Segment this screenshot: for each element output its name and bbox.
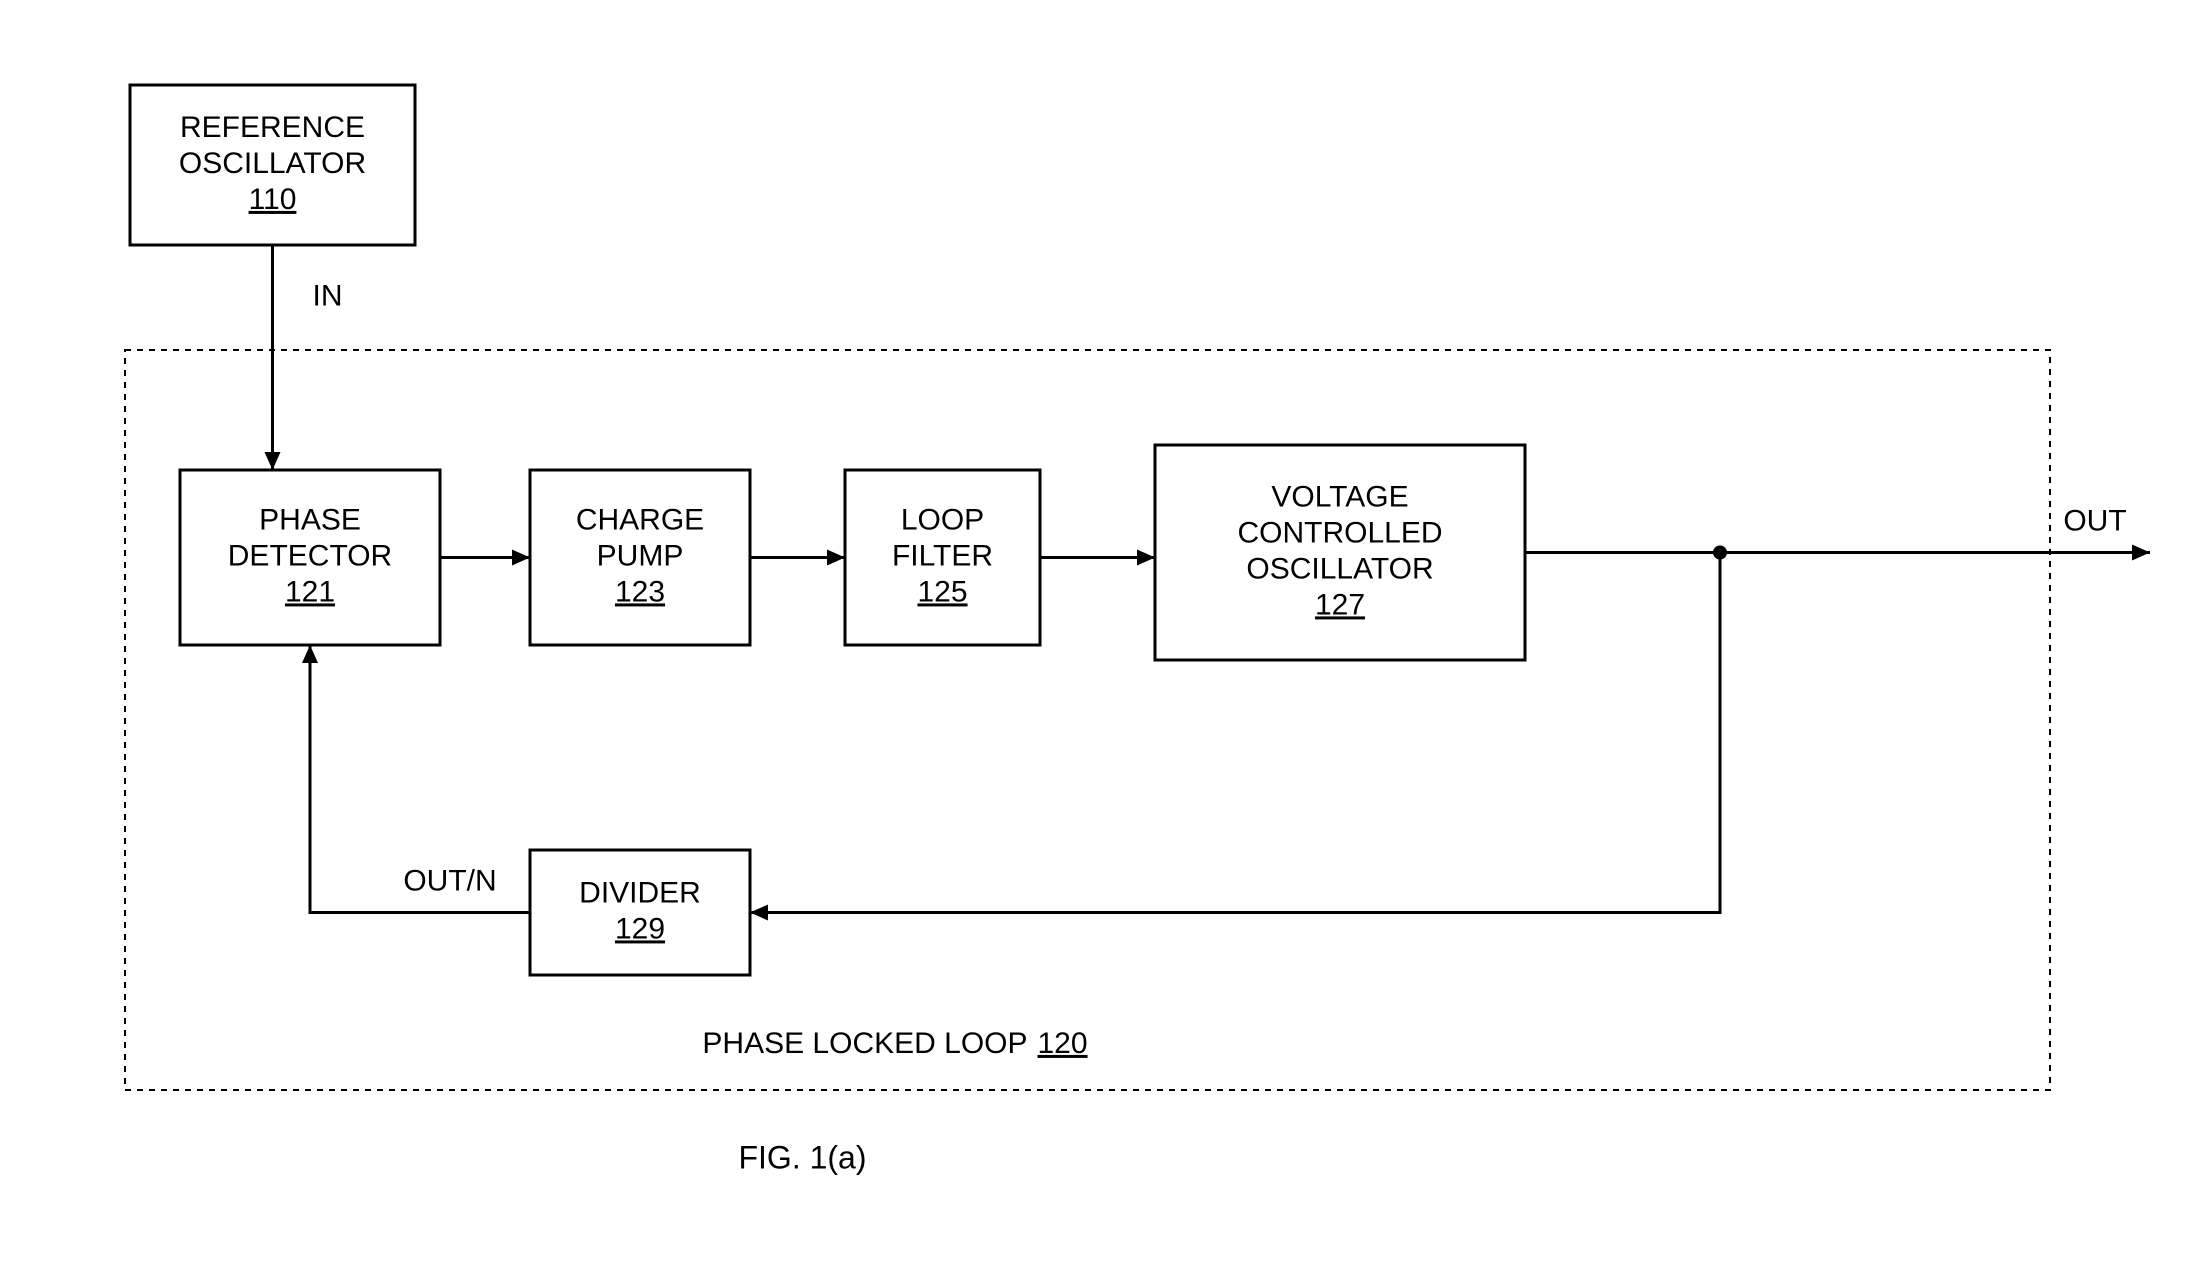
figure-label: FIG. 1(a) bbox=[738, 1139, 866, 1175]
phase-detector-block-refnum: 121 bbox=[285, 575, 335, 608]
reference-oscillator-block-label: REFERENCE bbox=[180, 111, 365, 144]
pll-refnum: 120 bbox=[1038, 1027, 1088, 1060]
arrowhead bbox=[512, 550, 530, 566]
loop-filter-block-label: LOOP bbox=[901, 503, 984, 536]
loop-filter-block-refnum: 125 bbox=[917, 575, 967, 608]
reference-oscillator-block-label: OSCILLATOR bbox=[179, 147, 366, 180]
divider-block-refnum: 129 bbox=[615, 912, 665, 945]
divider-block-label: DIVIDER bbox=[579, 876, 701, 909]
charge-pump-block-refnum: 123 bbox=[615, 575, 665, 608]
loop-filter-block-label: FILTER bbox=[892, 539, 993, 572]
arrowhead bbox=[302, 645, 318, 663]
arrowhead bbox=[265, 452, 281, 470]
vco-block-refnum: 127 bbox=[1315, 588, 1365, 621]
phase-detector-block-label: PHASE bbox=[259, 503, 361, 536]
arrowhead bbox=[1137, 550, 1155, 566]
vco-block-label: VOLTAGE bbox=[1271, 480, 1408, 513]
pll-block-diagram: REFERENCEOSCILLATOR110PHASEDETECTOR121CH… bbox=[0, 0, 2205, 1282]
phase-detector-block-label: DETECTOR bbox=[228, 539, 392, 572]
arrowhead bbox=[750, 905, 768, 921]
signal-feedback-label: OUT/N bbox=[403, 864, 496, 897]
vco-block-label: CONTROLLED bbox=[1237, 516, 1442, 549]
pll-container bbox=[125, 350, 2050, 1090]
signal-out-label: OUT bbox=[2063, 504, 2126, 537]
charge-pump-block-label: PUMP bbox=[597, 539, 684, 572]
vco-block-label: OSCILLATOR bbox=[1246, 552, 1433, 585]
arrowhead bbox=[827, 550, 845, 566]
charge-pump-block-label: CHARGE bbox=[576, 503, 704, 536]
signal-in-label: IN bbox=[313, 279, 343, 312]
arrowhead bbox=[2132, 545, 2150, 561]
pll-title: PHASE LOCKED LOOP bbox=[702, 1027, 1027, 1060]
reference-oscillator-block-refnum: 110 bbox=[249, 183, 297, 216]
